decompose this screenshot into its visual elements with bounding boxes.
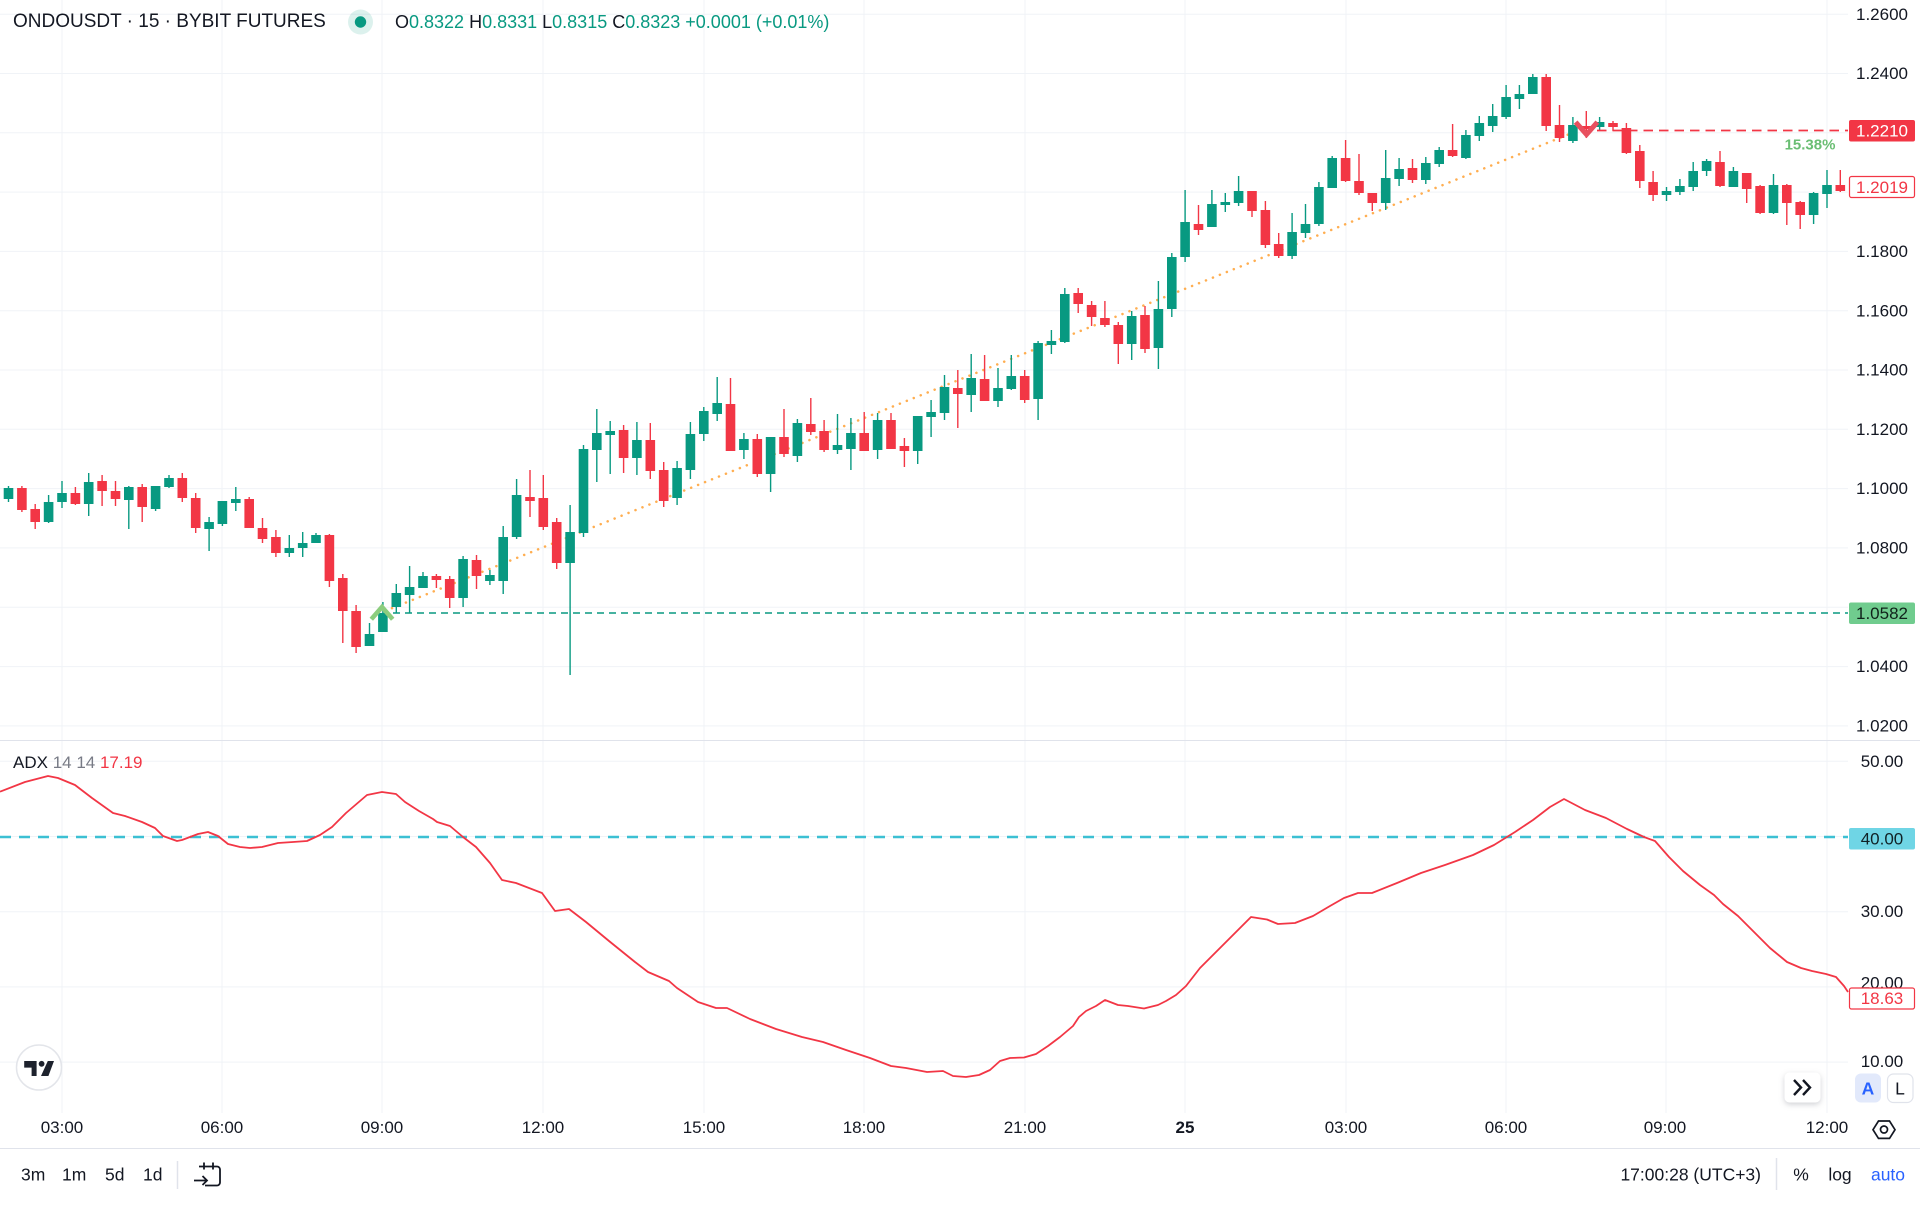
svg-text:A: A <box>1862 1079 1875 1099</box>
svg-text:1.1000: 1.1000 <box>1856 479 1908 498</box>
svg-text:O0.8322 H0.8331 L0.8315 C0.832: O0.8322 H0.8331 L0.8315 C0.8323 +0.0001 … <box>395 12 829 32</box>
svg-text:17:00:28 (UTC+3): 17:00:28 (UTC+3) <box>1620 1165 1761 1185</box>
svg-text:1.1400: 1.1400 <box>1856 361 1908 380</box>
svg-text:12:00: 12:00 <box>522 1118 565 1137</box>
svg-text:1.2400: 1.2400 <box>1856 64 1908 83</box>
svg-text:18.63: 18.63 <box>1861 989 1904 1008</box>
svg-text:15.38%: 15.38% <box>1785 137 1836 154</box>
svg-text:25: 25 <box>1176 1118 1195 1137</box>
svg-text:06:00: 06:00 <box>1485 1118 1528 1137</box>
svg-text:1.0800: 1.0800 <box>1856 539 1908 558</box>
svg-text:15:00: 15:00 <box>683 1118 726 1137</box>
svg-text:18:00: 18:00 <box>843 1118 886 1137</box>
svg-text:L: L <box>1895 1079 1905 1099</box>
svg-text:1.1600: 1.1600 <box>1856 301 1908 320</box>
svg-text:1.0582: 1.0582 <box>1856 604 1908 623</box>
svg-text:03:00: 03:00 <box>41 1118 84 1137</box>
svg-text:ONDOUSDT · 15 · BYBIT FUTURES: ONDOUSDT · 15 · BYBIT FUTURES <box>13 11 326 32</box>
svg-text:1.2210: 1.2210 <box>1856 122 1908 141</box>
svg-text:1.1200: 1.1200 <box>1856 420 1908 439</box>
svg-text:5d: 5d <box>105 1165 124 1185</box>
svg-text:03:00: 03:00 <box>1325 1118 1368 1137</box>
svg-text:ADX 14 14 17.19: ADX 14 14 17.19 <box>13 753 143 772</box>
svg-text:1m: 1m <box>62 1165 86 1185</box>
svg-text:1.1800: 1.1800 <box>1856 242 1908 261</box>
svg-text:50.00: 50.00 <box>1861 752 1904 771</box>
svg-text:1.2600: 1.2600 <box>1856 5 1908 24</box>
svg-text:10.00: 10.00 <box>1861 1052 1904 1071</box>
svg-text:1.0400: 1.0400 <box>1856 657 1908 676</box>
svg-text:21:00: 21:00 <box>1004 1118 1047 1137</box>
svg-text:40.00: 40.00 <box>1861 830 1904 849</box>
svg-text:1.2019: 1.2019 <box>1856 178 1908 197</box>
svg-text:09:00: 09:00 <box>1644 1118 1687 1137</box>
svg-text:1d: 1d <box>143 1165 162 1185</box>
svg-text:auto: auto <box>1871 1165 1905 1185</box>
svg-text:log: log <box>1828 1165 1851 1185</box>
svg-text:30.00: 30.00 <box>1861 902 1904 921</box>
svg-text:1.0200: 1.0200 <box>1856 717 1908 736</box>
svg-text:3m: 3m <box>21 1165 45 1185</box>
svg-text:09:00: 09:00 <box>361 1118 404 1137</box>
svg-text:%: % <box>1793 1165 1809 1185</box>
svg-text:12:00: 12:00 <box>1806 1118 1849 1137</box>
svg-text:06:00: 06:00 <box>201 1118 244 1137</box>
